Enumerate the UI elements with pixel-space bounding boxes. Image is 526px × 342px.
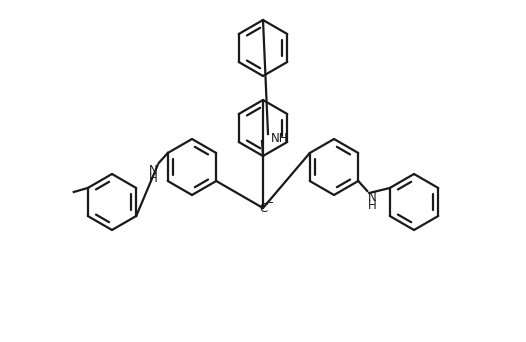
Text: NH: NH xyxy=(271,132,288,145)
Text: N: N xyxy=(149,163,158,176)
Text: N: N xyxy=(368,192,377,205)
Text: H: H xyxy=(149,171,158,184)
Text: −: − xyxy=(265,198,275,208)
Text: C: C xyxy=(260,201,268,214)
Text: H: H xyxy=(368,199,377,212)
